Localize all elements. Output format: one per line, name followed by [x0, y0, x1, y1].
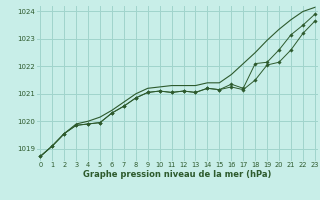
- X-axis label: Graphe pression niveau de la mer (hPa): Graphe pression niveau de la mer (hPa): [84, 170, 272, 179]
